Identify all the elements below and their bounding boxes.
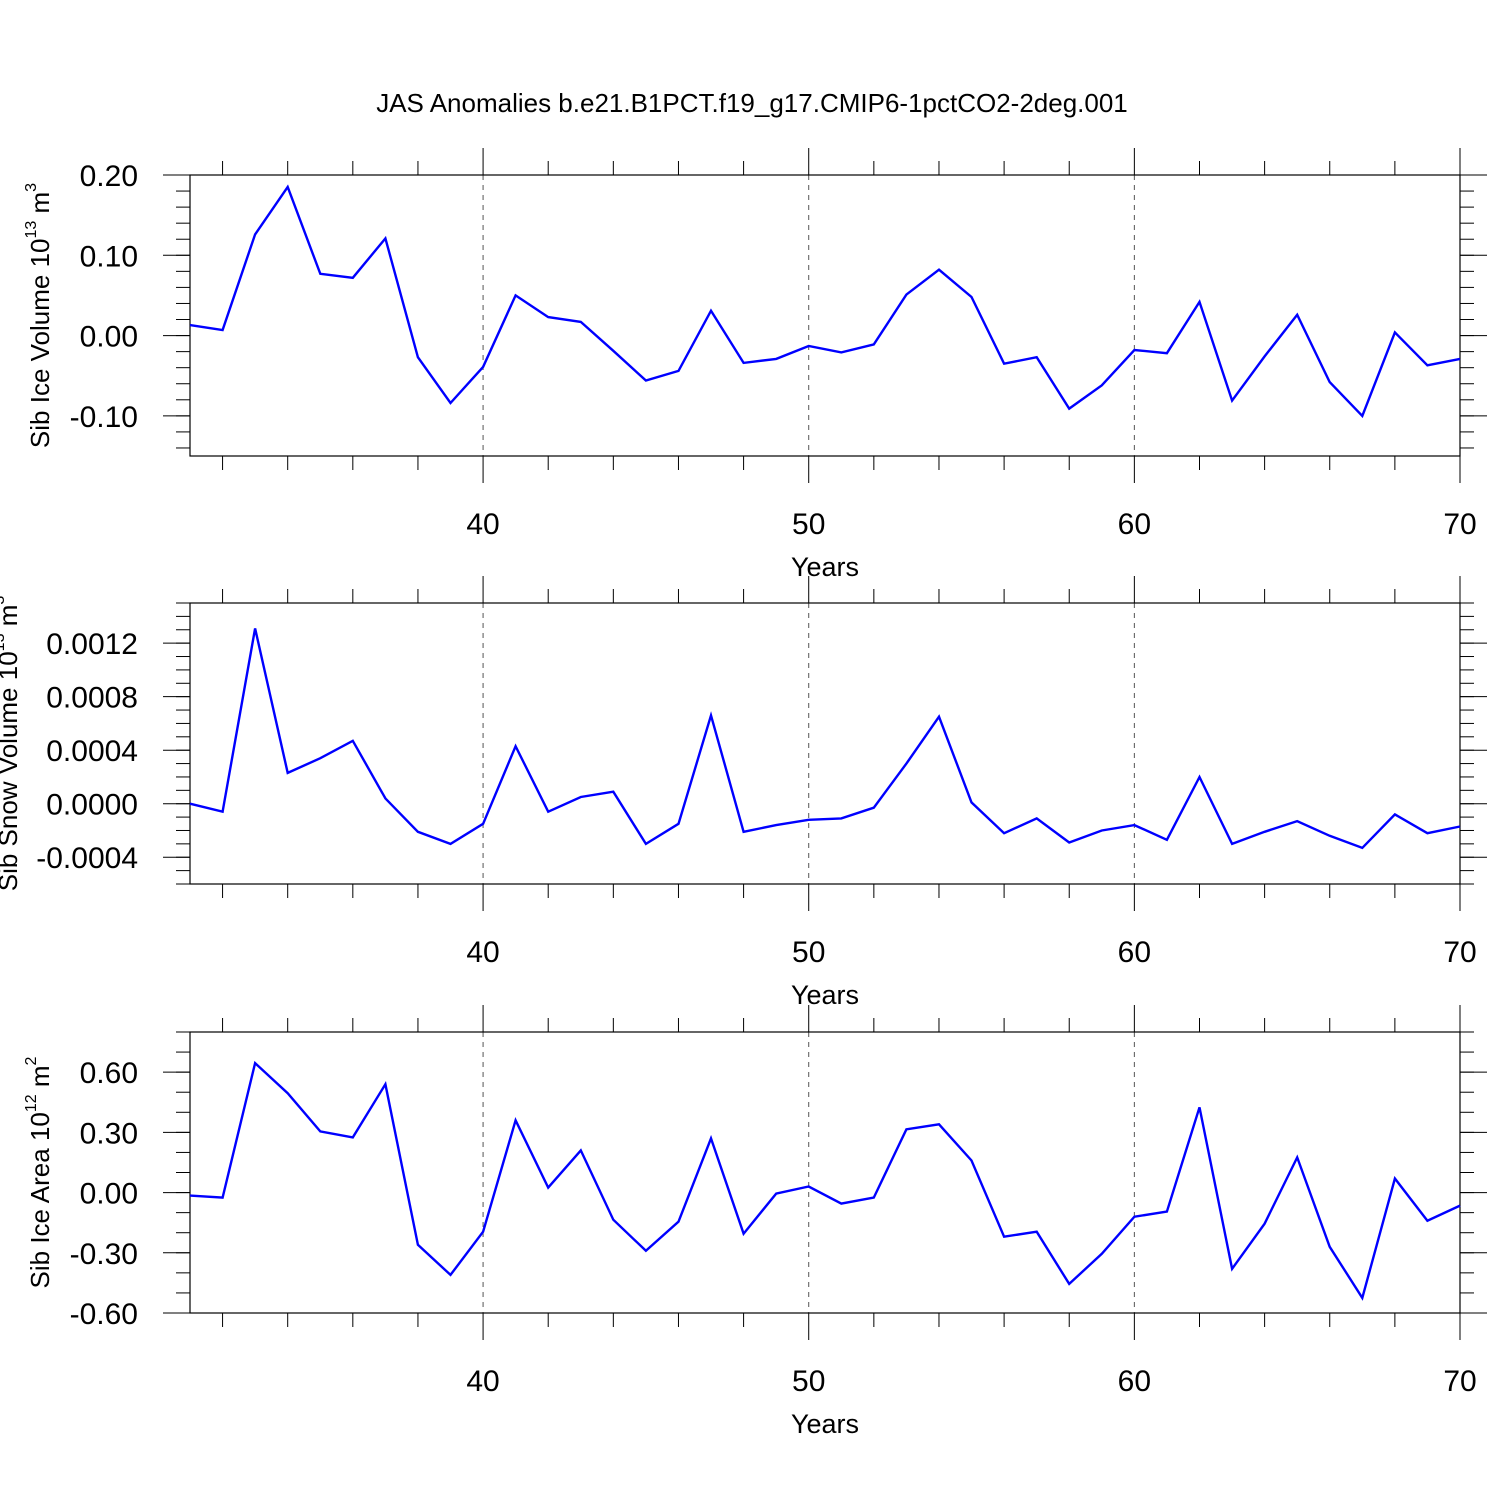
y-axis-label: Sib Snow Volume 1013 m3 (0, 596, 23, 892)
x-tick-label: 40 (466, 936, 499, 969)
y-axis-label-unit-exponent: 3 (0, 596, 8, 605)
y-axis-label-unit: m (25, 192, 55, 221)
x-tick-label: 40 (466, 1365, 499, 1398)
y-axis-label: Sib Ice Volume 1013 m3 (23, 183, 55, 448)
y-tick-label: 0.30 (80, 1117, 138, 1150)
x-tick-label: 50 (792, 936, 825, 969)
x-tick-label: 70 (1443, 508, 1476, 541)
plot-frame (189, 1031, 1461, 1314)
x-tick-label: 50 (792, 1365, 825, 1398)
chart-panel-3: -0.60 -0.30 0.00 0.30 0.60 40 50 60 70 Years Sib I… (23, 1005, 1487, 1439)
chart-panels: -0.10 0.00 0.10 0.20 40 50 60 70 Years Sib Ice Vo… (0, 148, 1487, 1439)
x-tick-label: 60 (1118, 1365, 1151, 1398)
x-axis-label: Years (791, 1409, 859, 1439)
y-axis-label-unit: m (0, 605, 23, 634)
x-tick-label: 60 (1118, 936, 1151, 969)
y-tick-label: 0.20 (80, 160, 138, 193)
y-axis-label-exponent: 13 (23, 221, 40, 239)
y-tick-label: -0.0004 (36, 842, 138, 875)
y-axis-label-text: Sib Snow Volume 10 (0, 651, 23, 891)
y-axis-label: Sib Ice Area 1012 m2 (23, 1056, 55, 1288)
plot-frame (189, 602, 1461, 885)
figure-title: JAS Anomalies b.e21.B1PCT.f19_g17.CMIP6-… (376, 88, 1128, 118)
x-tick-label: 50 (792, 508, 825, 541)
chart-panel-1: -0.10 0.00 0.10 0.20 40 50 60 70 Years Sib Ice Vo… (23, 148, 1487, 582)
series-line (189, 1060, 1461, 1301)
y-tick-label: 0.60 (80, 1057, 138, 1090)
series-line (189, 184, 1461, 419)
chart-panel-2: -0.0004 0.0000 0.0004 0.0008 0.0012 40 50 60 70 Y… (0, 576, 1487, 1010)
y-axis-label-unit-exponent: 3 (23, 183, 40, 192)
x-tick-label: 40 (466, 508, 499, 541)
x-tick-label: 60 (1118, 508, 1151, 541)
y-tick-label: 0.00 (80, 1178, 138, 1211)
x-tick-label: 70 (1443, 936, 1476, 969)
y-axis-label-unit-exponent: 2 (23, 1056, 40, 1065)
y-tick-label: 0.00 (80, 321, 138, 354)
series-line (189, 628, 1461, 850)
y-tick-label: 0.0000 (46, 789, 138, 822)
y-tick-label: -0.30 (70, 1238, 138, 1271)
x-axis-label: Years (791, 980, 859, 1010)
y-tick-label: 0.0004 (46, 735, 138, 768)
y-axis-label-exponent: 12 (23, 1094, 40, 1112)
x-tick-label: 70 (1443, 1365, 1476, 1398)
y-tick-label: 0.10 (80, 240, 138, 273)
y-axis-label-unit: m (25, 1065, 55, 1094)
y-tick-label: -0.10 (70, 401, 138, 434)
y-axis-label-text: Sib Ice Area 10 (25, 1112, 55, 1288)
y-tick-label: 0.0012 (46, 628, 138, 661)
plot-frame (189, 174, 1461, 457)
y-axis-label-exponent: 13 (0, 633, 8, 651)
y-tick-label: 0.0008 (46, 682, 138, 715)
x-axis-label: Years (791, 552, 859, 582)
y-tick-label: -0.60 (70, 1298, 138, 1331)
y-axis-label-text: Sib Ice Volume 10 (25, 239, 55, 449)
